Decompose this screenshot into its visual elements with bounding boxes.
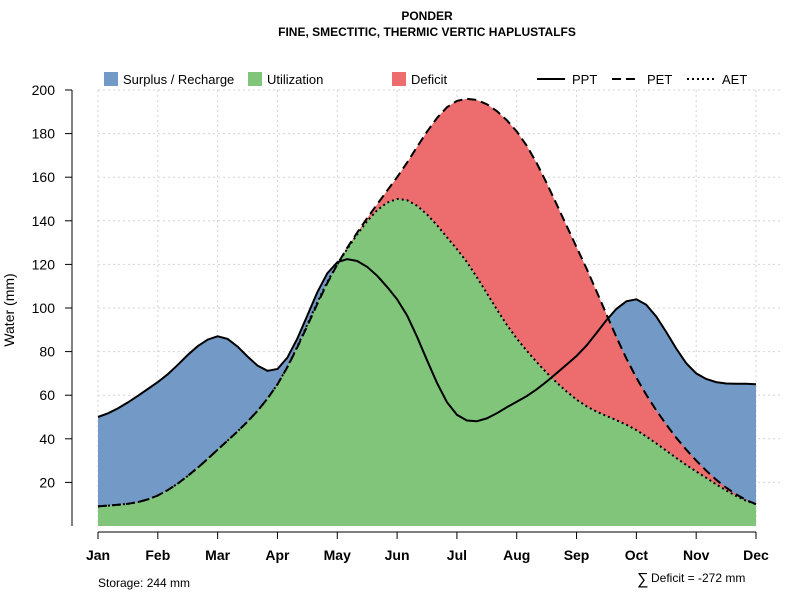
y-tick-label-160: 160 (32, 169, 56, 185)
x-tick-label-may: May (324, 547, 351, 563)
x-tick-label-aug: Aug (503, 547, 530, 563)
legend-swatch-surplus (104, 72, 118, 86)
x-tick-label-apr: Apr (265, 547, 290, 563)
x-tick-label-jul: Jul (447, 547, 467, 563)
y-tick-label-140: 140 (32, 213, 56, 229)
x-tick-label-sep: Sep (564, 547, 590, 563)
deficit-annotation: Deficit = -272 mm (651, 571, 745, 585)
legend-label-aet: AET (722, 72, 747, 87)
deficit-area (98, 98, 756, 507)
legend-swatch-utilization (248, 72, 262, 86)
pet-line (97, 97, 757, 508)
y-tick-label-100: 100 (32, 300, 56, 316)
y-tick-label-20: 20 (39, 474, 55, 490)
y-tick-label-180: 180 (32, 126, 56, 142)
y-tick-label-80: 80 (39, 344, 55, 360)
x-tick-label-jan: Jan (86, 547, 110, 563)
y-tick-label-200: 200 (32, 82, 56, 98)
legend-label-deficit: Deficit (411, 72, 448, 87)
y-tick-label-40: 40 (39, 431, 55, 447)
legend: Surplus / Recharge Utilization Deficit P… (104, 72, 747, 87)
legend-label-ppt: PPT (572, 72, 597, 87)
x-tick-label-nov: Nov (683, 547, 710, 563)
x-tick-label-mar: Mar (205, 547, 230, 563)
sum-icon: ∑ (637, 571, 648, 588)
x-tick-label-oct: Oct (625, 547, 649, 563)
legend-swatch-deficit (392, 72, 406, 86)
y-axis: 20 40 60 80 100 120 140 160 180 200 (32, 82, 73, 526)
x-tick-label-feb: Feb (145, 547, 170, 563)
legend-label-surplus: Surplus / Recharge (123, 72, 234, 87)
x-tick-label-dec: Dec (743, 547, 769, 563)
y-tick-label-120: 120 (32, 256, 56, 272)
storage-annotation: Storage: 244 mm (98, 576, 190, 590)
plot-areas (98, 98, 756, 526)
y-axis-label: Water (mm) (1, 273, 17, 346)
aet-line (97, 197, 757, 508)
x-axis: Jan Feb Mar Apr May Jun Jul Aug Sep Oct Nov Dec (86, 531, 769, 563)
y-tick-label-60: 60 (39, 387, 55, 403)
ppt-line (97, 258, 757, 423)
chart-title: PONDER (401, 9, 453, 23)
x-tick-label-jun: Jun (385, 547, 410, 563)
legend-label-utilization: Utilization (267, 72, 323, 87)
chart-subtitle: FINE, SMECTITIC, THERMIC VERTIC HAPLUSTA… (278, 25, 576, 39)
series-lines (97, 97, 757, 508)
legend-label-pet: PET (647, 72, 672, 87)
